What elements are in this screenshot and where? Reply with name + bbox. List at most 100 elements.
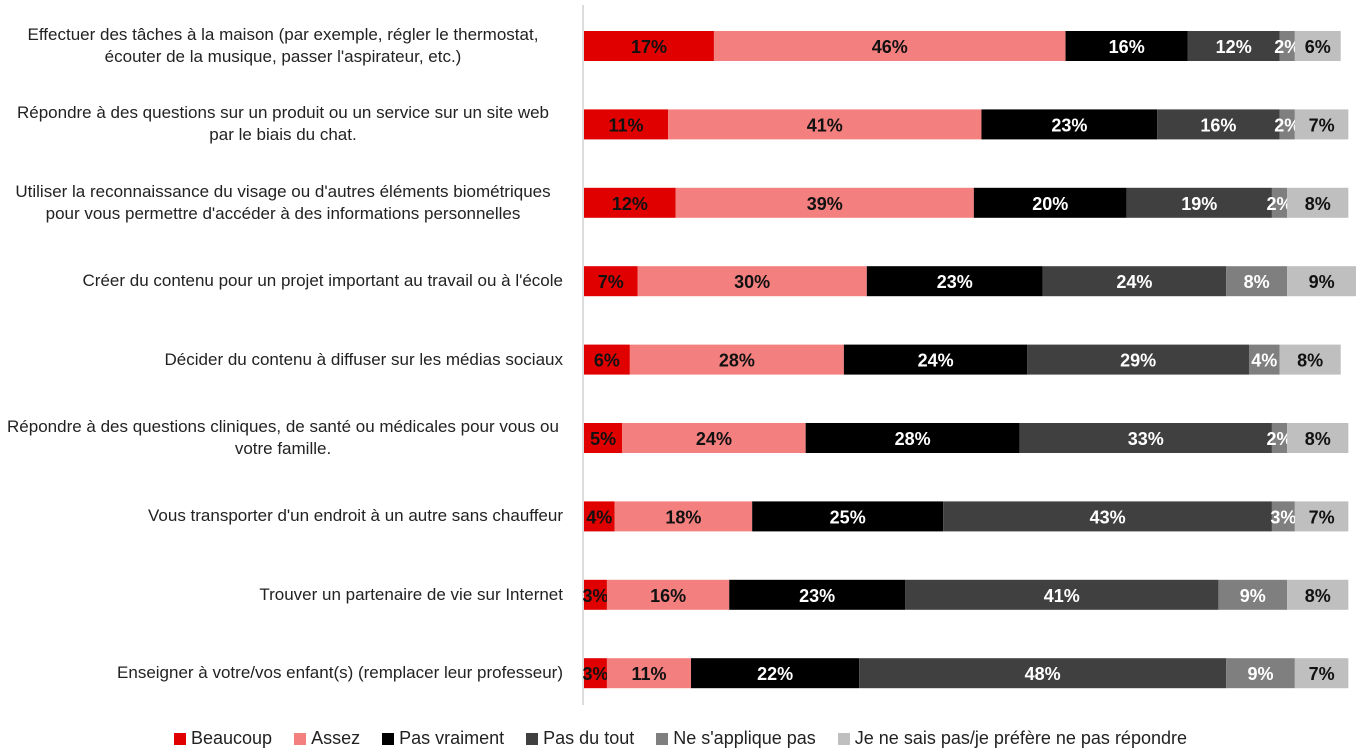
category-text: Décider du contenu à diffuser sur les mé…	[164, 349, 563, 369]
value-label: 7%	[1309, 664, 1335, 684]
value-label: 9%	[1247, 664, 1273, 684]
category-label: Décider du contenu à diffuser sur les mé…	[0, 320, 563, 400]
legend-swatch	[174, 732, 186, 745]
bar-segment	[1287, 266, 1356, 297]
value-label: 3%	[582, 664, 608, 684]
category-label: Créer du contenu pour un projet importan…	[0, 241, 563, 321]
value-label: 43%	[1090, 507, 1126, 527]
value-label: 3%	[1270, 507, 1296, 527]
value-label: 8%	[1297, 351, 1323, 371]
value-label: 16%	[650, 586, 686, 606]
value-label: 20%	[1032, 194, 1068, 214]
category-text: Enseigner à votre/vos enfant(s) (remplac…	[117, 663, 563, 683]
value-label: 39%	[807, 194, 843, 214]
bar-segment	[584, 423, 623, 453]
legend-swatch	[837, 732, 850, 745]
bar-segment	[584, 344, 630, 375]
category-text: Créer du contenu pour un projet importan…	[82, 271, 563, 291]
legend-item: Je ne sais pas/je préfère ne pas répondr…	[837, 728, 1187, 749]
bar-segment	[1294, 501, 1349, 532]
bar-segment	[729, 579, 906, 610]
value-label: 46%	[872, 37, 908, 57]
bar-segment	[584, 266, 638, 297]
category-label: Utiliser la reconnaissance du visage ou …	[0, 163, 563, 243]
legend: Beaucoup Assez Pas vraiment Pas du tout Ne s…	[0, 728, 1361, 749]
plot: 17% 46% 16% 12% 2% 6%11% 41% 23% 16% 2% 7%12% 39% 20…	[582, 5, 1356, 705]
bar-segment	[1218, 579, 1288, 610]
value-label: 23%	[937, 272, 973, 292]
value-label: 4%	[1251, 351, 1277, 371]
category-label: Répondre à des questions sur un produit …	[0, 84, 563, 164]
category-text: Répondre à des questions cliniques, de s…	[7, 417, 559, 458]
bar-segment	[637, 266, 867, 297]
value-label: 11%	[631, 664, 666, 684]
legend-item: Pas vraiment	[382, 728, 504, 749]
value-label: 11%	[609, 115, 644, 135]
value-label: 19%	[1181, 194, 1217, 214]
bar-segment	[1187, 31, 1280, 61]
value-label: 8%	[1305, 429, 1331, 449]
bar-segment	[1157, 109, 1280, 140]
bar-segment	[1027, 344, 1249, 375]
value-label: 16%	[1200, 115, 1236, 135]
bar-segment	[584, 187, 676, 218]
bar-segment	[584, 31, 714, 61]
bar-segment	[1271, 423, 1288, 453]
bar-segment	[981, 109, 1158, 140]
bar-segment	[691, 658, 860, 689]
value-label: 41%	[807, 115, 843, 135]
value-label: 48%	[1025, 664, 1061, 684]
bar-segment	[584, 501, 615, 532]
legend-label: Beaucoup	[191, 728, 273, 748]
value-label: 29%	[1120, 351, 1156, 371]
legend-label: Ne s'applique pas	[673, 728, 816, 748]
legend-item: Pas du tout	[526, 728, 634, 749]
bar-segment	[1226, 266, 1288, 297]
bar-segment	[1279, 109, 1295, 140]
bar-segment	[629, 344, 844, 375]
bar-segment	[1294, 109, 1349, 140]
bar-segment	[606, 579, 730, 610]
value-label: 18%	[665, 507, 701, 527]
legend-swatch	[656, 732, 669, 745]
category-text: Utiliser la reconnaissance du visage ou …	[15, 181, 551, 223]
bar-segment	[1287, 187, 1349, 218]
bar-segment	[713, 31, 1066, 61]
value-label: 2%	[1274, 37, 1300, 57]
bar-segment	[622, 423, 806, 453]
value-label: 2%	[1267, 429, 1293, 449]
bar-segment	[614, 501, 753, 532]
bar-segment	[1065, 31, 1188, 61]
value-label: 17%	[631, 37, 667, 57]
legend-label: Assez	[311, 728, 361, 748]
value-label: 25%	[830, 507, 866, 527]
bar-segment	[584, 109, 669, 140]
value-label: 6%	[594, 351, 620, 371]
value-label: 7%	[1309, 115, 1335, 135]
bar-segment	[584, 579, 607, 610]
category-text: Trouver un partenaire de vie sur Interne…	[259, 584, 563, 604]
value-label: 9%	[1309, 272, 1335, 292]
value-label: 8%	[1305, 194, 1331, 214]
bar-segment	[1279, 31, 1295, 61]
value-label: 4%	[586, 507, 612, 527]
bar-segment	[1271, 187, 1288, 218]
bar-segment	[752, 501, 944, 532]
value-label: 23%	[799, 586, 835, 606]
value-label: 24%	[918, 351, 954, 371]
category-label: Répondre à des questions cliniques, de s…	[0, 398, 563, 478]
legend-item: Ne s'applique pas	[656, 728, 816, 749]
bar-segment	[584, 658, 607, 689]
value-label: 2%	[1274, 115, 1300, 135]
value-label: 9%	[1240, 586, 1266, 606]
legend-label: Pas vraiment	[399, 728, 505, 748]
value-label: 5%	[590, 429, 616, 449]
value-label: 28%	[895, 429, 931, 449]
legend-item: Beaucoup	[174, 728, 272, 749]
bar-segment	[859, 658, 1227, 689]
legend-swatch	[294, 732, 307, 745]
legend-swatch	[526, 732, 539, 745]
category-label: Enseigner à votre/vos enfant(s) (remplac…	[0, 633, 563, 713]
value-label: 7%	[1309, 507, 1335, 527]
